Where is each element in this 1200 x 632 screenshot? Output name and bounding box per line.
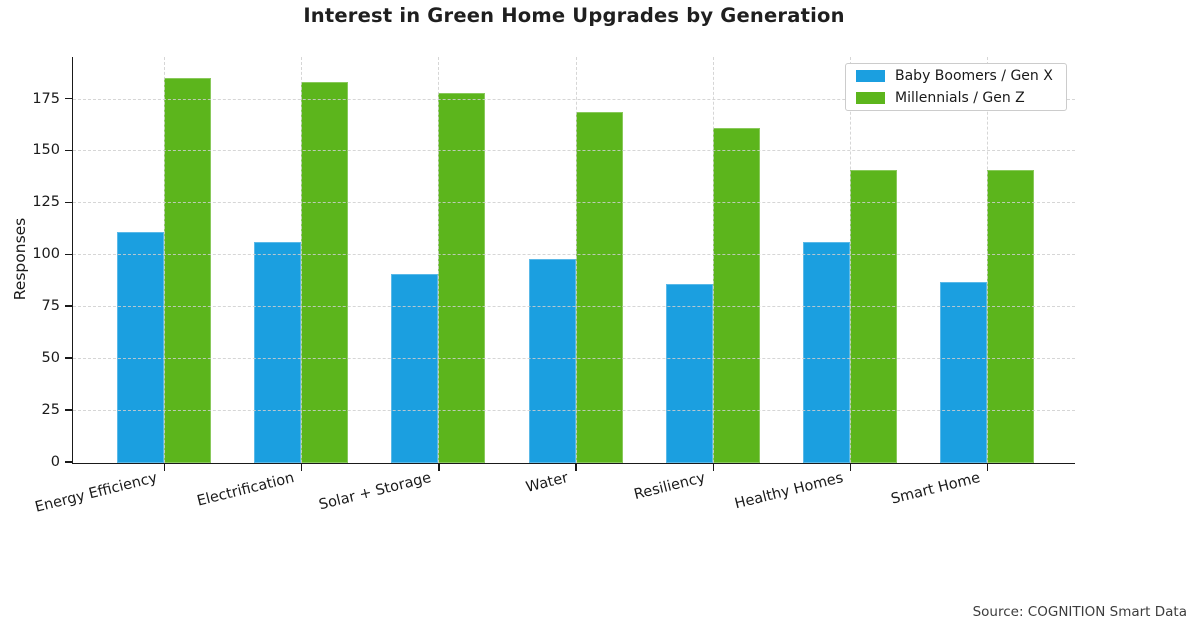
v-gridline (712, 57, 714, 463)
v-gridline (301, 57, 303, 463)
h-gridline (72, 254, 1075, 256)
x-tick (163, 463, 166, 471)
category-label: Healthy Homes (732, 470, 845, 513)
y-tick (64, 461, 73, 463)
y-tick (64, 305, 73, 307)
h-gridline (72, 202, 1075, 204)
plot-area (71, 57, 1075, 464)
bar-boomers-genx (803, 242, 850, 463)
category-label: Electrification (195, 470, 296, 510)
chart-title: Interest in Green Home Upgrades by Gener… (303, 4, 845, 27)
v-gridline (164, 57, 165, 463)
h-gridline (72, 410, 1075, 412)
y-tick (64, 253, 73, 256)
bar-millennials-genz (850, 169, 897, 463)
y-tick (64, 409, 73, 411)
v-gridline (987, 57, 989, 463)
h-gridline (72, 98, 1075, 100)
y-tick (64, 357, 73, 359)
legend: Baby Boomers / Gen X Millennials / Gen Z (845, 63, 1067, 111)
bar-boomers-genx (528, 258, 576, 463)
y-tick-label: 25 (41, 402, 60, 419)
h-gridline (72, 358, 1075, 360)
y-tick-label: 150 (32, 142, 60, 159)
bar-millennials-genz (712, 128, 760, 463)
v-gridline (575, 57, 577, 463)
x-tick (300, 463, 303, 471)
bar-boomers-genx (117, 231, 164, 463)
bar-boomers-genx (940, 281, 988, 463)
category-label: Resiliency (632, 470, 708, 504)
y-tick-label: 125 (32, 194, 60, 211)
v-gridline (850, 57, 851, 463)
bar-millennials-genz (987, 169, 1035, 463)
legend-swatch (856, 92, 885, 104)
x-tick (849, 463, 852, 471)
h-gridline (72, 150, 1075, 152)
category-label: Water (524, 470, 570, 496)
source-note: Source: COGNITION Smart Data (972, 604, 1187, 620)
y-tick-label: 175 (32, 90, 60, 107)
bar-millennials-genz (575, 111, 623, 463)
bar-millennials-genz (438, 92, 486, 463)
y-tick-label: 75 (41, 298, 60, 315)
legend-item: Millennials / Gen Z (856, 90, 1056, 106)
bar-millennials-genz (301, 82, 349, 463)
y-tick (64, 97, 73, 100)
category-label: Smart Home (889, 470, 982, 508)
bar-boomers-genx (391, 273, 439, 463)
y-tick (64, 149, 73, 152)
y-tick-label: 100 (32, 246, 60, 263)
x-tick (986, 463, 989, 471)
legend-item: Baby Boomers / Gen X (856, 68, 1056, 84)
x-tick (438, 463, 440, 471)
bar-boomers-genx (254, 242, 302, 463)
x-tick (712, 463, 715, 471)
v-gridline (438, 57, 440, 463)
y-tick-label: 0 (50, 454, 60, 470)
bar-millennials-genz (164, 78, 211, 463)
bar-boomers-genx (665, 283, 713, 463)
legend-label: Baby Boomers / Gen X (895, 68, 1053, 84)
category-label: Solar + Storage (317, 470, 433, 514)
legend-swatch (856, 70, 885, 82)
y-tick (64, 201, 73, 204)
y-tick-label: 50 (41, 350, 60, 367)
h-gridline (72, 306, 1075, 308)
x-tick (575, 463, 577, 471)
legend-label: Millennials / Gen Z (895, 90, 1025, 106)
